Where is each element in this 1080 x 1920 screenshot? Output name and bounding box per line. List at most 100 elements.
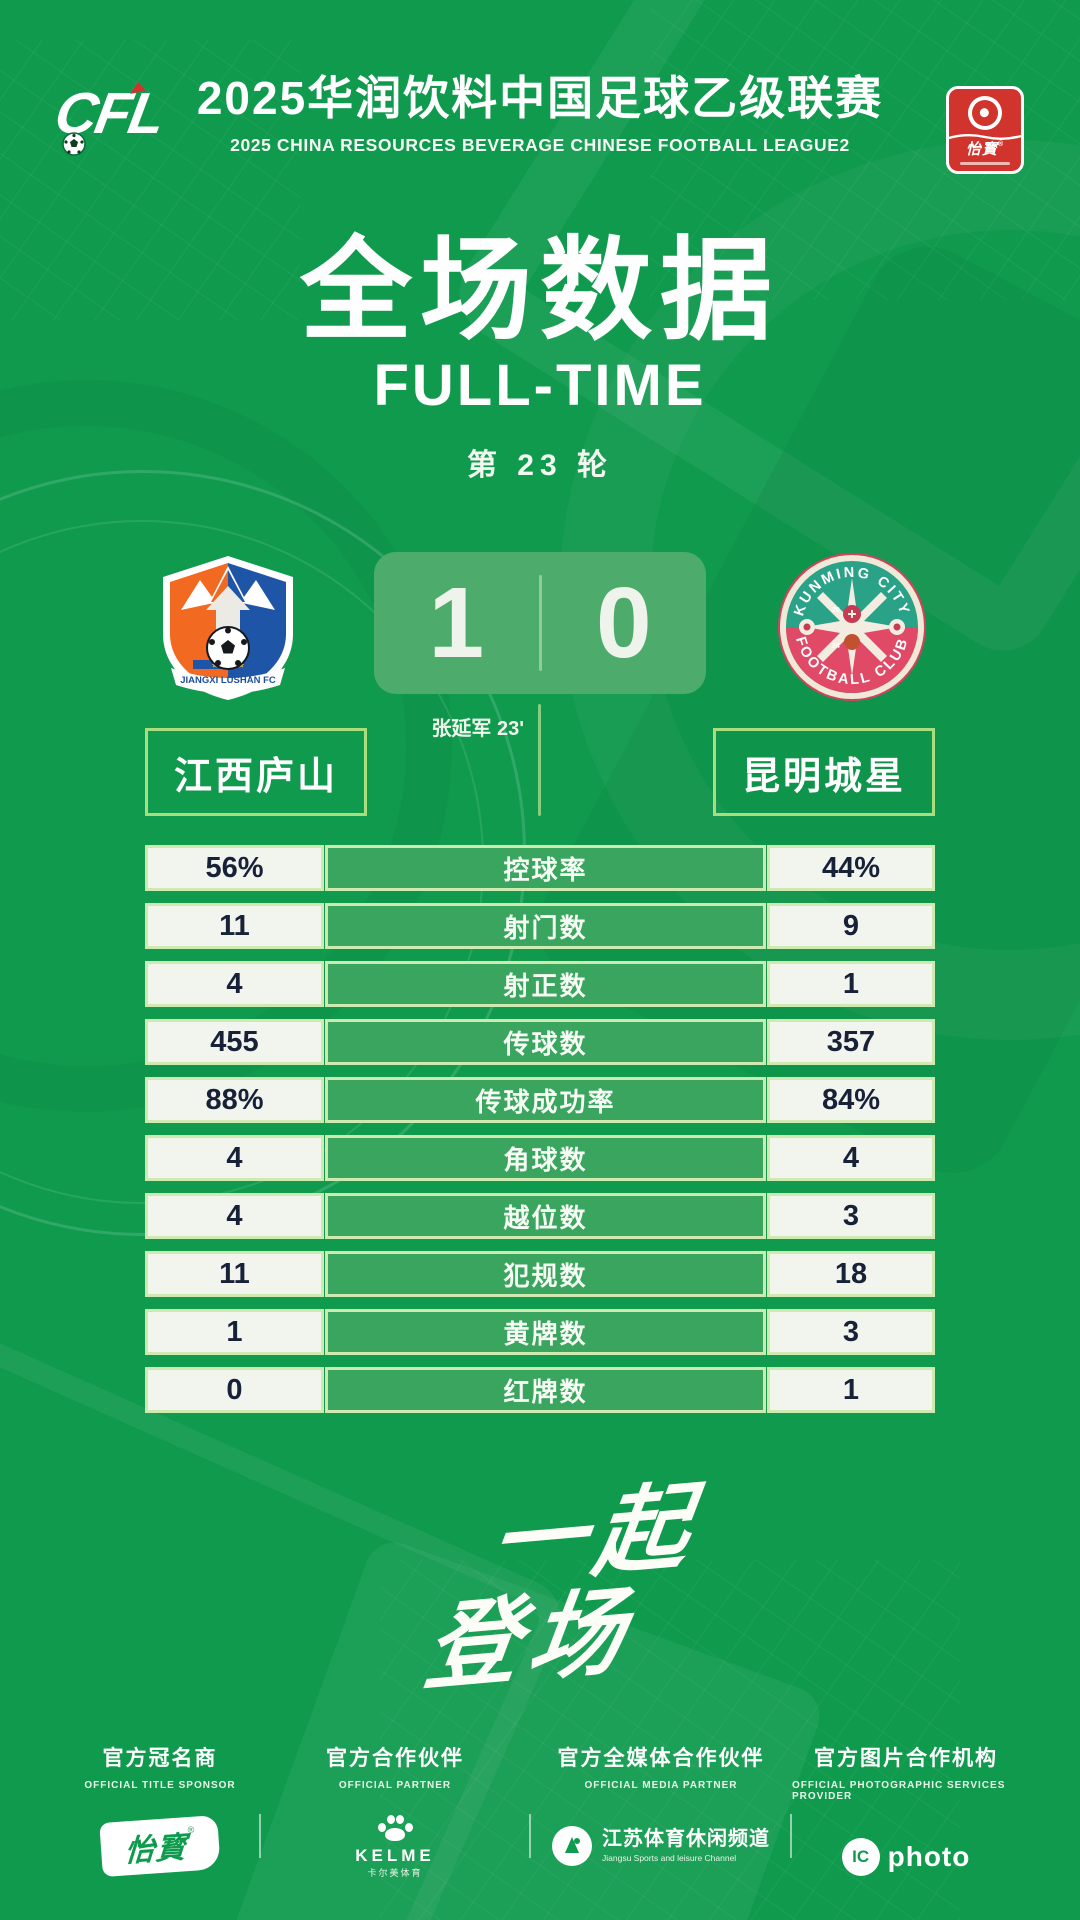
away-stat-value: 44% [767,845,935,891]
stat-label: 射门数 [325,903,766,949]
stat-label: 控球率 [325,845,766,891]
footer-cell-partner: 官方合作伙伴 OFFICIAL PARTNER KELME 卡尔美体育 [260,1742,530,1888]
cestbon-sponsor-badge: 怡寳® [946,86,1024,174]
svg-text:20: 20 [832,607,840,614]
footer-label: 官方全媒体合作伙伴 [557,1747,765,1770]
footer-sublabel: OFFICIAL MEDIA PARTNER [584,1780,738,1791]
badge-microtext-line [959,162,1011,165]
round-label: 第 23 轮 [466,449,614,482]
home-stat-value: 0 [145,1367,324,1413]
stat-label: 黄牌数 [325,1309,766,1355]
stat-row: 4 射正数 1 [145,961,935,1007]
wave-divider-icon [949,134,1021,140]
kelme-logo: KELME 卡尔美体育 [355,1814,435,1878]
footer-cell-media-partner: 官方全媒体合作伙伴 OFFICIAL MEDIA PARTNER 江苏体育休闲频… [530,1742,792,1888]
footer-cell-title-sponsor: 官方冠名商 OFFICIAL TITLE SPONSOR 怡寳 ® [60,1742,260,1888]
icphoto-logo: IC photo [841,1826,971,1888]
league-title-cn: 2025华润饮料中国足球乙级联赛 [196,72,884,124]
registered-mark: ® [187,1824,195,1836]
stat-row: 455 传球数 357 [145,1019,935,1065]
jiangsu-sports-logo: 江苏体育休闲频道 Jiangsu Sports and leisure Chan… [552,1815,770,1877]
home-team-name-box: 江西庐山 [145,728,367,816]
home-stat-value: 1 [145,1309,324,1355]
kelme-paw-icon [377,1814,413,1841]
home-stat-value: 455 [145,1019,324,1065]
page-title: 全场数据 [300,228,780,353]
away-stat-value: 3 [767,1193,935,1239]
ic-circle-icon: IC [841,1838,880,1876]
stat-row: 56% 控球率 44% [145,845,935,891]
away-stat-value: 4 [767,1135,935,1181]
stat-row: 11 射门数 9 [145,903,935,949]
footer-divider [529,1814,531,1858]
away-stat-value: 1 [767,1367,935,1413]
icphoto-logo-text: photo [887,1841,971,1872]
score-panel: 1 0 [374,552,706,694]
footer-sublabel: OFFICIAL PARTNER [338,1780,452,1791]
stat-label: 射正数 [325,961,766,1007]
match-stats-table: 56% 控球率 44% 11 射门数 9 4 射正数 1 455 传球数 357… [145,845,935,1425]
away-stat-value: 84% [767,1077,935,1123]
cestbon-logo: 怡寳 ® [99,1814,221,1878]
home-stat-value: 88% [145,1077,324,1123]
footer-cell-photo-provider: 官方图片合作机构 OFFICIAL PHOTOGRAPHIC SERVICES … [792,1742,1020,1888]
cestbon-swirl-icon [963,91,1007,135]
stat-row: 1 黄牌数 3 [145,1309,935,1355]
stat-row: 0 红牌数 1 [145,1367,935,1413]
home-score: 1 [428,567,485,679]
cestbon-brand-text: 怡寳® [965,141,1005,158]
league-titles: 2025华润饮料中国足球乙级联赛 2025 CHINA RESOURCES BE… [0,72,1080,156]
kelme-logo-text: KELME [355,1846,435,1865]
home-crest-text: JIANGXI LUSHAN FC [180,675,276,686]
stat-label: 越位数 [325,1193,766,1239]
stat-row: 4 角球数 4 [145,1135,935,1181]
page-subtitle: FULL-TIME [373,353,707,418]
away-team-crest: 20 24 KUNMING CITY FOOTBALL CLUB [778,553,926,701]
stat-row: 11 犯规数 18 [145,1251,935,1297]
goal-list-divider [538,704,541,816]
score-separator [538,575,542,671]
jiangsu-logo-text: 江苏体育休闲频道 [602,1828,770,1851]
home-stat-value: 4 [145,961,324,1007]
home-team-name: 江西庐山 [173,755,338,798]
footer-divider [259,1814,261,1858]
campaign-slogan: 一起 登场 [0,1472,1080,1702]
soccer-ball-icon [62,132,86,156]
kelme-logo-subtext: 卡尔美体育 [367,1868,423,1878]
home-stat-value: 11 [145,903,324,949]
stat-label: 传球数 [325,1019,766,1065]
home-stat-value: 56% [145,845,324,891]
stat-row: 4 越位数 3 [145,1193,935,1239]
stat-label: 角球数 [325,1135,766,1181]
home-stat-value: 11 [145,1251,324,1297]
svg-text:24: 24 [832,643,840,650]
home-stat-value: 4 [145,1135,324,1181]
footer-sublabel: OFFICIAL PHOTOGRAPHIC SERVICES PROVIDER [792,1780,1006,1802]
stat-label: 犯规数 [325,1251,766,1297]
jiangsu-channel-icon [552,1826,592,1866]
cfl-league-logo: CFL [50,80,196,170]
home-team-crest: ★ ★ ★ ★ JIANGXI LUSHAN FC [163,556,293,700]
footer-sublabel: OFFICIAL TITLE SPONSOR [84,1780,236,1791]
league-title-en: 2025 CHINA RESOURCES BEVERAGE CHINESE FO… [230,134,850,155]
away-team-name-box: 昆明城星 [713,728,935,816]
away-stat-value: 18 [767,1251,935,1297]
footer-label: 官方合作伙伴 [326,1747,464,1770]
footer-divider [790,1814,792,1858]
footer-label: 官方图片合作机构 [814,1747,998,1770]
sponsor-footer: 官方冠名商 OFFICIAL TITLE SPONSOR 怡寳 ® 官方合作伙伴… [60,1742,1020,1888]
footer-label: 官方冠名商 [102,1747,218,1770]
stat-label: 传球成功率 [325,1077,766,1123]
home-stat-value: 4 [145,1193,324,1239]
away-stat-value: 357 [767,1019,935,1065]
cestbon-logo-text: 怡寳 [123,1831,188,1869]
stat-row: 88% 传球成功率 84% [145,1077,935,1123]
stat-label: 红牌数 [325,1367,766,1413]
goal-scorer-note: 张延军 23' [431,718,524,740]
away-stat-value: 3 [767,1309,935,1355]
league-header: CFL 2025华润饮料中国足球乙级联赛 2025 CHINA RESOURCE… [0,72,1080,182]
away-stat-value: 1 [767,961,935,1007]
away-team-name: 昆明城星 [741,755,906,798]
jiangsu-logo-subtext: Jiangsu Sports and leisure Channel [602,1853,737,1864]
